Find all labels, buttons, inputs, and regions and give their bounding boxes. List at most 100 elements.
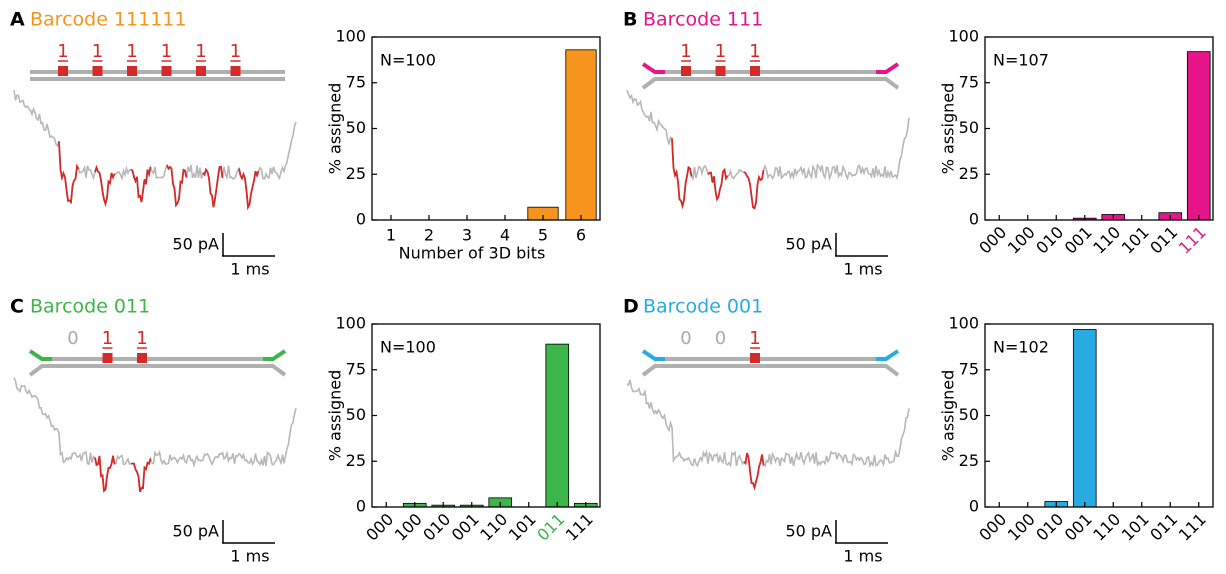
current-trace [13, 89, 297, 210]
sample-size: N=100 [380, 338, 436, 357]
overhang [876, 349, 900, 361]
bit-mark [92, 66, 103, 76]
scale-label: 1 ms [230, 260, 269, 279]
x-tick-label: 011 [1146, 223, 1181, 258]
panel-label: B [623, 9, 637, 31]
y-axis-label: % assigned [326, 83, 345, 175]
panel-title: Barcode 011 [30, 296, 150, 318]
event-trace [94, 455, 116, 493]
scale-label: 1 ms [843, 547, 882, 566]
x-tick-label: 000 [975, 510, 1010, 545]
event-trace [743, 169, 765, 210]
x-tick-label: 010 [419, 510, 454, 545]
overhang [28, 349, 52, 361]
y-axis-label: % assigned [326, 370, 345, 462]
scale-label: 1 ms [843, 260, 882, 279]
panel-label: C [10, 296, 24, 318]
bit-label: 1 [161, 41, 172, 62]
y-tick-label: 100 [335, 314, 366, 333]
x-tick-label: 001 [1061, 510, 1096, 545]
y-tick-label: 0 [969, 497, 979, 516]
bit-label: 0 [680, 328, 691, 349]
x-tick-label: 000 [975, 223, 1010, 258]
x-tick-label: 101 [1118, 510, 1153, 545]
x-tick-label: 010 [1032, 223, 1067, 258]
x-tick-label: 110 [1089, 223, 1124, 258]
y-tick-label: 25 [959, 451, 979, 470]
overhang [876, 62, 900, 74]
plot-frame [371, 36, 601, 221]
x-tick-label: 1 [386, 226, 396, 245]
overhang [641, 364, 665, 377]
x-tick-label: 110 [476, 510, 511, 545]
panel-title: Barcode 111 [643, 9, 763, 31]
bit-mark [750, 353, 760, 363]
x-tick-label: 5 [538, 226, 548, 245]
x-tick-label: 011 [1146, 510, 1181, 545]
bit-label: 1 [749, 41, 760, 62]
plot-frame [984, 323, 1214, 508]
bit-mark [230, 66, 241, 76]
bit-label: 1 [195, 41, 206, 62]
bit-mark [58, 66, 68, 76]
panel-label: D [623, 296, 639, 318]
event-trace [707, 167, 729, 202]
bit-mark [750, 66, 760, 76]
overhang [876, 77, 900, 90]
y-tick-label: 50 [346, 405, 366, 424]
bit-mark [681, 66, 691, 76]
current-trace [13, 377, 297, 493]
sample-size: N=100 [380, 51, 436, 70]
y-tick-label: 50 [346, 118, 366, 137]
bit-label: 1 [230, 41, 241, 62]
overhang [263, 349, 287, 361]
x-tick-label: 100 [1004, 510, 1039, 545]
y-tick-label: 0 [356, 497, 366, 516]
x-tick-label: 011 [533, 510, 568, 545]
event-trace [671, 138, 693, 210]
x-tick-label: 6 [576, 226, 586, 245]
current-trace [626, 90, 910, 210]
current-trace [626, 379, 910, 491]
y-axis-label: % assigned [939, 370, 958, 462]
bar [1072, 329, 1097, 508]
overhang [641, 62, 665, 74]
panel-title: Barcode 001 [643, 296, 763, 318]
bit-label: 0 [715, 328, 726, 349]
event-trace [166, 164, 188, 208]
x-tick-label: 001 [1061, 223, 1096, 258]
y-tick-label: 0 [356, 210, 366, 229]
bit-mark [161, 66, 172, 76]
x-tick-label: 111 [1175, 510, 1210, 545]
scale-label: 50 pA [172, 522, 219, 541]
plot-frame [984, 36, 1214, 221]
overhang [641, 77, 665, 90]
y-tick-label: 75 [346, 72, 366, 91]
bit-mark [102, 353, 113, 363]
x-axis-label: Number of 3D bits [399, 244, 546, 263]
bit-label: 1 [92, 41, 103, 62]
x-tick-label: 2 [424, 226, 434, 245]
x-tick-label: 010 [1032, 510, 1067, 545]
y-tick-label: 100 [948, 314, 979, 333]
y-tick-label: 50 [959, 118, 979, 137]
x-tick-label: 4 [500, 226, 510, 245]
bar [1186, 51, 1211, 221]
bit-label: 1 [126, 41, 137, 62]
bit-mark [715, 66, 726, 76]
event-trace [202, 165, 224, 208]
y-tick-label: 25 [959, 164, 979, 183]
bit-mark [127, 66, 137, 76]
bar [545, 343, 570, 508]
y-tick-label: 25 [346, 451, 366, 470]
y-tick-label: 100 [335, 27, 366, 46]
bar [565, 49, 597, 221]
bit-label: 1 [136, 328, 147, 349]
overhang [876, 364, 900, 377]
event-trace [743, 452, 765, 491]
